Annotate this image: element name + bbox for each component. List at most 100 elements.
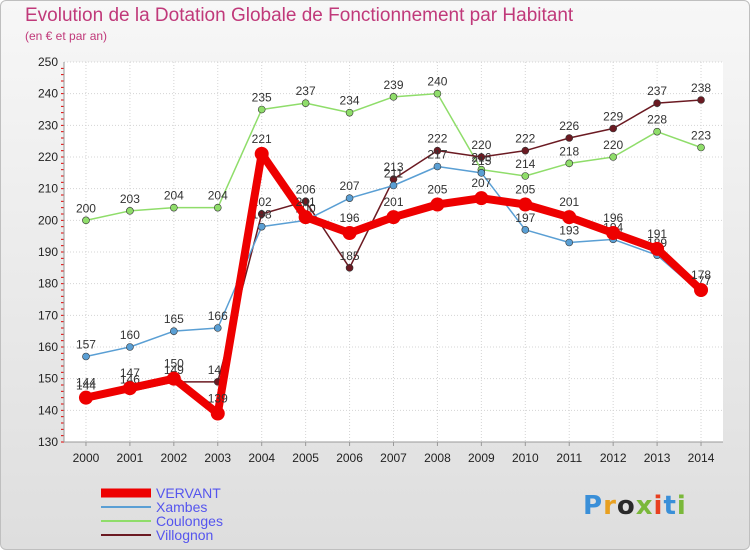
data-label-xambes: 215 (471, 154, 491, 168)
y-tick-label: 200 (38, 213, 58, 227)
y-tick-label: 210 (38, 182, 58, 196)
data-point-xambes (82, 352, 90, 361)
data-point-xambes (170, 327, 178, 335)
data-label-vervant: 221 (252, 132, 272, 146)
x-tick-label: 2005 (292, 451, 319, 465)
data-point-vervant (342, 226, 357, 240)
data-point-coulonges (82, 216, 90, 225)
data-label-coulonges: 228 (647, 113, 667, 127)
data-label-vervant: 201 (383, 195, 403, 209)
x-tick-label: 2002 (160, 451, 187, 465)
data-label-xambes: 160 (120, 328, 140, 342)
data-label-vervant: 178 (691, 268, 711, 282)
data-point-vervant (430, 197, 445, 212)
data-point-coulonges (345, 108, 354, 117)
data-label-vervant: 205 (515, 183, 535, 197)
y-tick-label: 160 (38, 340, 58, 354)
data-label-coulonges: 200 (76, 201, 96, 215)
legend-label-xambes: Xambes (156, 499, 207, 515)
data-point-villognon (433, 146, 442, 155)
data-label-coulonges: 235 (252, 91, 272, 105)
data-point-vervant (562, 210, 577, 225)
data-label-vervant: 196 (603, 211, 623, 225)
data-label-coulonges: 234 (340, 94, 360, 108)
logo-letter: i (653, 491, 664, 521)
x-tick-label: 2010 (512, 451, 539, 465)
data-point-coulonges (389, 93, 398, 101)
data-point-coulonges (170, 203, 178, 212)
data-label-coulonges: 220 (603, 138, 623, 152)
data-label-coulonges: 218 (559, 144, 579, 158)
data-point-vervant (386, 210, 401, 225)
data-label-villognon: 146 (120, 372, 140, 386)
data-point-xambes (565, 238, 574, 247)
y-tick-label: 230 (38, 118, 58, 132)
data-label-villognon: 220 (471, 138, 491, 152)
data-label-xambes: 217 (427, 148, 447, 162)
data-point-xambes (433, 162, 442, 171)
data-point-villognon (301, 197, 310, 206)
chart-subtitle: (en € et par an) (25, 29, 108, 43)
data-point-coulonges (433, 89, 442, 98)
data-point-vervant (210, 406, 225, 421)
data-label-villognon: 185 (340, 249, 360, 263)
data-label-villognon: 237 (647, 84, 667, 98)
data-label-villognon: 229 (603, 110, 623, 124)
data-label-vervant: 144 (76, 376, 96, 390)
x-tick-label: 2011 (556, 451, 582, 465)
data-label-xambes: 165 (164, 312, 184, 326)
y-tick-label: 140 (38, 403, 58, 417)
data-point-coulonges (609, 153, 617, 161)
data-point-vervant (254, 146, 269, 161)
logo-letter: t (663, 491, 677, 521)
data-label-villognon: 222 (427, 132, 447, 146)
x-tick-label: 2006 (336, 451, 363, 465)
data-point-coulonges (126, 207, 134, 215)
data-label-vervant: 205 (427, 183, 447, 197)
logo-letter: r (603, 491, 617, 521)
y-tick-label: 220 (38, 150, 58, 164)
logo-letter: o (616, 491, 636, 521)
data-point-villognon (609, 124, 617, 133)
data-point-xambes (389, 181, 398, 190)
data-label-villognon: 226 (559, 119, 579, 133)
y-tick-label: 240 (38, 87, 58, 101)
data-point-vervant (650, 241, 665, 256)
data-label-coulonges: 237 (296, 84, 316, 98)
data-label-coulonges: 214 (515, 157, 535, 171)
data-label-xambes: 197 (515, 211, 535, 225)
data-label-villognon: 213 (383, 160, 403, 174)
data-label-vervant: 207 (471, 176, 491, 190)
data-point-villognon (521, 146, 530, 155)
data-label-coulonges: 223 (691, 129, 711, 143)
data-point-villognon (565, 134, 574, 142)
data-point-coulonges (213, 203, 222, 212)
data-label-villognon: 149 (164, 363, 184, 377)
data-label-vervant: 150 (164, 357, 184, 371)
x-tick-label: 2000 (73, 451, 100, 465)
x-tick-label: 2013 (644, 451, 671, 465)
data-label-coulonges: 204 (208, 189, 228, 203)
data-label-xambes: 193 (559, 224, 579, 238)
chart-title: Evolution de la Dotation Globale de Fonc… (25, 5, 574, 26)
y-tick-label: 190 (38, 245, 58, 259)
data-label-coulonges: 203 (120, 192, 140, 206)
data-point-villognon (697, 96, 705, 104)
data-point-coulonges (301, 99, 310, 107)
data-point-coulonges (521, 172, 530, 180)
data-point-villognon (653, 99, 661, 107)
legend-label-vervant: VERVANT (156, 485, 221, 501)
data-label-coulonges: 204 (164, 189, 184, 203)
x-tick-label: 2008 (424, 451, 451, 465)
x-tick-label: 2007 (380, 451, 407, 465)
data-label-vervant: 147 (120, 366, 140, 380)
data-point-vervant (298, 210, 313, 225)
data-point-vervant (122, 381, 137, 396)
y-tick-label: 250 (38, 55, 58, 69)
data-point-coulonges (257, 105, 266, 114)
x-tick-label: 2012 (600, 451, 627, 465)
data-point-vervant (606, 226, 621, 240)
data-point-xambes (477, 169, 486, 177)
data-point-xambes (521, 226, 530, 234)
